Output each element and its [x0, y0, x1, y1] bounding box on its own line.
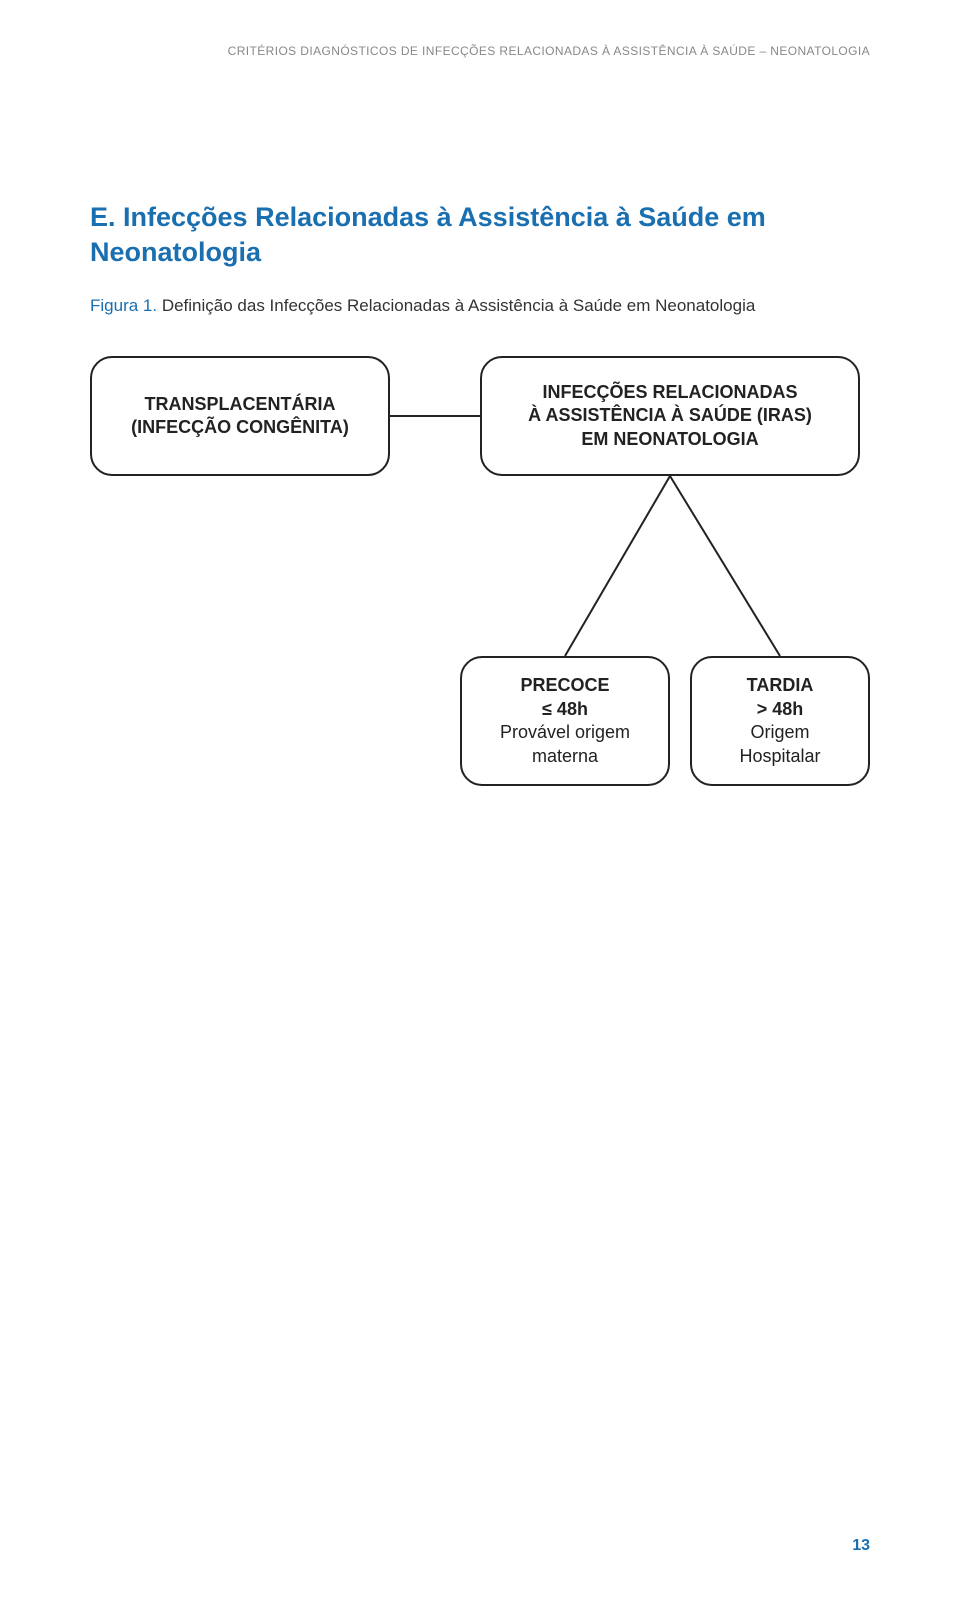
- edge-iras-tardia: [670, 476, 780, 656]
- page-number: 13: [852, 1537, 870, 1555]
- section-title: E. Infecções Relacionadas à Assistência …: [90, 200, 870, 270]
- figure-label: Figura 1.: [90, 296, 157, 315]
- edge-iras-precoce: [565, 476, 670, 656]
- running-header: CRITÉRIOS DIAGNÓSTICOS DE INFECÇÕES RELA…: [0, 44, 870, 58]
- flowchart-diagram: TRANSPLACENTÁRIA (INFECÇÃO CONGÊNITA) IN…: [90, 356, 870, 796]
- diagram-edges: [90, 356, 870, 796]
- figure-caption: Figura 1. Definição das Infecções Relaci…: [90, 296, 870, 316]
- page: CRITÉRIOS DIAGNÓSTICOS DE INFECÇÕES RELA…: [0, 0, 960, 1603]
- figure-caption-text: Definição das Infecções Relacionadas à A…: [157, 296, 755, 315]
